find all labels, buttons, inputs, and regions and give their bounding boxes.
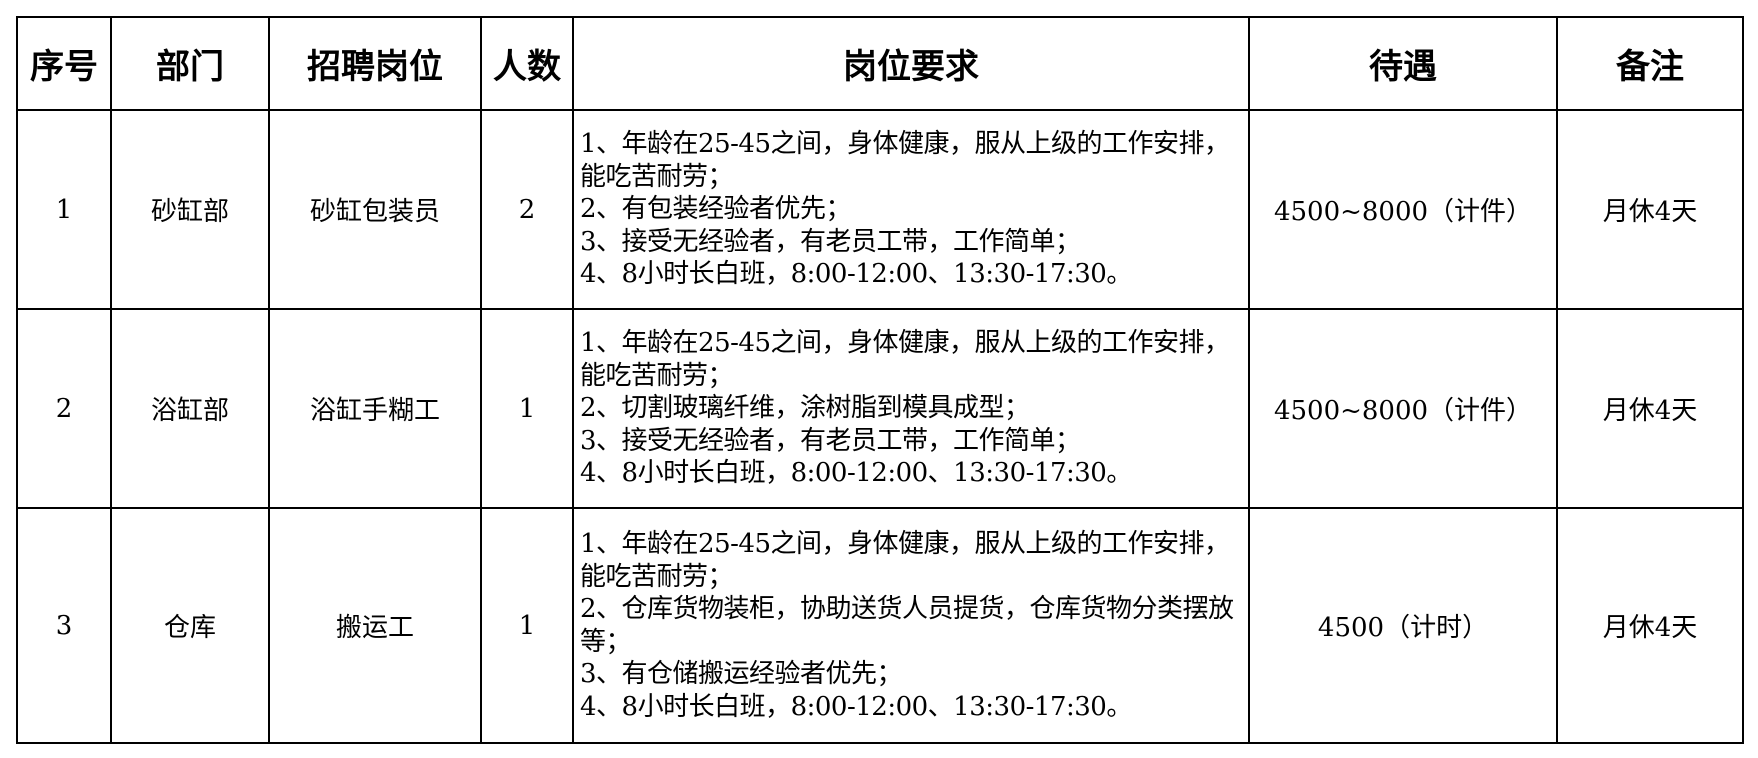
cell-note: 月休4天 [1556,507,1744,744]
header-no: 序号 [16,16,112,111]
cell-count: 1 [480,308,574,509]
cell-dept: 仓库 [110,507,270,744]
requirement-line: 2、切割玻璃纤维，涂树脂到模具成型； [580,393,1030,424]
cell-pay: 4500~8000（计件） [1248,109,1558,310]
header-position: 招聘岗位 [268,16,482,111]
cell-position: 搬运工 [268,507,482,744]
cell-no: 3 [16,507,112,744]
requirement-line: 2、有包装经验者优先； [580,194,852,225]
header-pay: 待遇 [1248,16,1558,111]
table-row: 3 仓库 搬运工 1 1、年龄在25-45之间，身体健康，服从上级的工作安排，能… [16,507,1744,744]
requirement-line: 4、8小时长白班，8:00-12:00、13:30-17:30。 [580,691,1132,722]
recruitment-table: 序号 部门 招聘岗位 人数 岗位要求 待遇 备注 1 砂缸部 砂缸包装员 2 1… [16,16,1744,744]
header-note: 备注 [1556,16,1744,111]
cell-note: 月休4天 [1556,308,1744,509]
table-row: 2 浴缸部 浴缸手糊工 1 1、年龄在25-45之间，身体健康，服从上级的工作安… [16,308,1744,509]
cell-count: 2 [480,109,574,310]
cell-requirements: 1、年龄在25-45之间，身体健康，服从上级的工作安排，能吃苦耐劳； 2、仓库货物… [572,507,1250,744]
requirement-line: 2、仓库货物装柜，协助送货人员提货，仓库货物分类摆放等； [580,594,1234,657]
header-count: 人数 [480,16,574,111]
cell-pay: 4500（计时） [1248,507,1558,744]
requirement-line: 1、年龄在25-45之间，身体健康，服从上级的工作安排，能吃苦耐劳； [580,129,1230,192]
cell-note: 月休4天 [1556,109,1744,310]
requirement-line: 3、接受无经验者，有老员工带，工作简单； [580,226,1081,257]
cell-position: 浴缸手糊工 [268,308,482,509]
header-row: 序号 部门 招聘岗位 人数 岗位要求 待遇 备注 [16,16,1744,111]
cell-dept: 砂缸部 [110,109,270,310]
header-requirements: 岗位要求 [572,16,1250,111]
header-dept: 部门 [110,16,270,111]
cell-dept: 浴缸部 [110,308,270,509]
cell-pay: 4500~8000（计件） [1248,308,1558,509]
requirement-line: 4、8小时长白班，8:00-12:00、13:30-17:30。 [580,259,1132,290]
requirement-line: 4、8小时长白班，8:00-12:00、13:30-17:30。 [580,458,1132,489]
requirement-line: 3、有仓储搬运经验者优先； [580,659,903,689]
cell-no: 1 [16,109,112,310]
cell-no: 2 [16,308,112,509]
requirement-line: 1、年龄在25-45之间，身体健康，服从上级的工作安排，能吃苦耐劳； [580,529,1230,592]
requirement-line: 3、接受无经验者，有老员工带，工作简单； [580,425,1081,456]
table-row: 1 砂缸部 砂缸包装员 2 1、年龄在25-45之间，身体健康，服从上级的工作安… [16,109,1744,310]
cell-requirements: 1、年龄在25-45之间，身体健康，服从上级的工作安排，能吃苦耐劳； 2、有包装经… [572,109,1250,310]
requirement-line: 1、年龄在25-45之间，身体健康，服从上级的工作安排，能吃苦耐劳； [580,328,1230,391]
cell-count: 1 [480,507,574,744]
cell-position: 砂缸包装员 [268,109,482,310]
cell-requirements: 1、年龄在25-45之间，身体健康，服从上级的工作安排，能吃苦耐劳； 2、切割玻璃… [572,308,1250,509]
